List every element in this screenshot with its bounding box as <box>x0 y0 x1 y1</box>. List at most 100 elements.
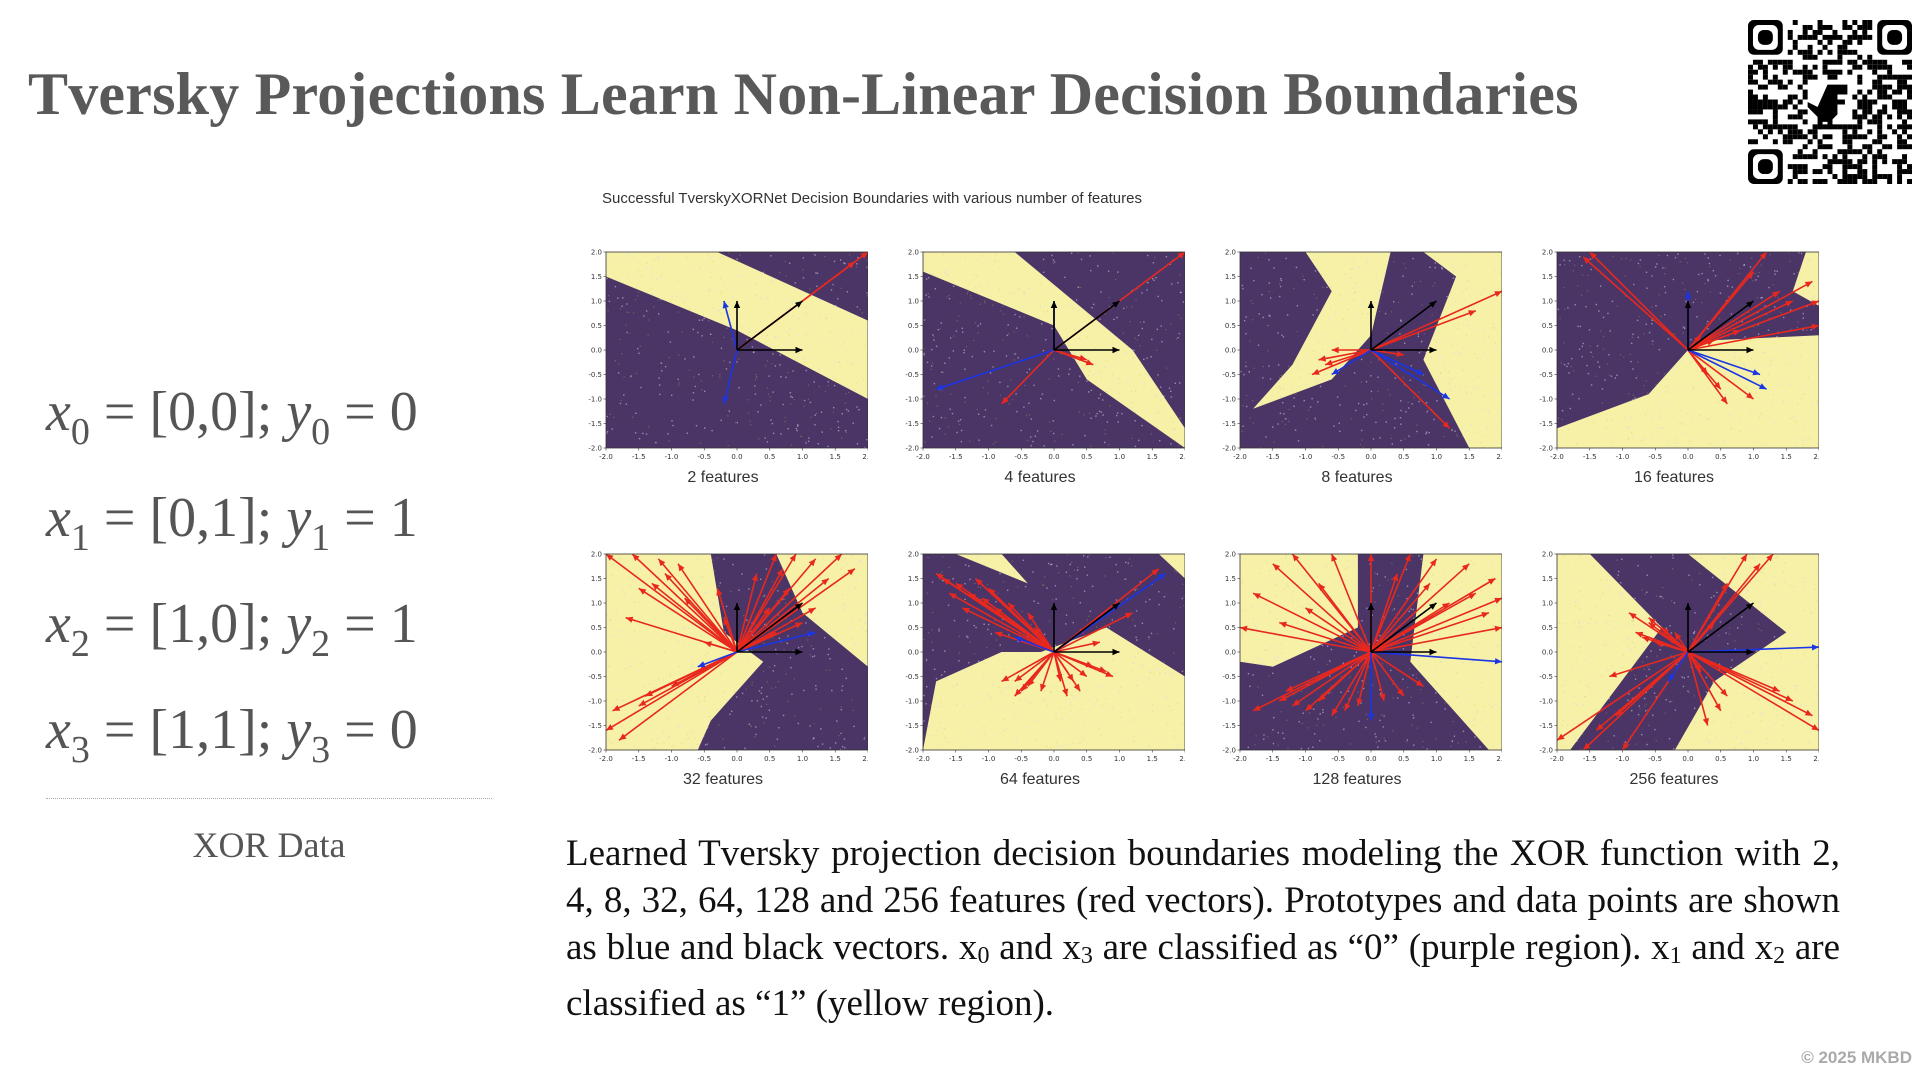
y-tick-label: 1.5 <box>908 273 919 281</box>
sample-points <box>1240 252 1502 448</box>
datapoint-vector <box>1687 602 1754 653</box>
feature-vector <box>1001 651 1055 683</box>
x-tick-label: -1.5 <box>1583 453 1597 461</box>
y-tick-label: 0.0 <box>1225 347 1236 355</box>
eq-y-value: 0 <box>389 381 418 443</box>
prototype-vector <box>1687 349 1761 376</box>
y-tick-label: 1.5 <box>1225 575 1236 583</box>
sample-points <box>923 554 1185 750</box>
x-tick-label: -1.0 <box>1616 453 1630 461</box>
prototype-vector <box>935 349 1055 390</box>
eq-x-value: [0,0] <box>149 381 257 443</box>
x-tick-label: -1.5 <box>632 453 646 461</box>
y-tick-label: 0.5 <box>591 624 602 632</box>
feature-vector <box>1687 339 1715 351</box>
y-tick-label: 1.5 <box>908 575 919 583</box>
y-tick-label: -2.0 <box>1222 747 1236 755</box>
eq-x-index: 3 <box>70 729 90 771</box>
y-tick-label: 1.5 <box>591 575 602 583</box>
y-tick-label: -1.0 <box>588 396 602 404</box>
x-tick-label: 1.0 <box>1431 755 1442 763</box>
eq-y-value: 1 <box>389 487 418 549</box>
feature-vector <box>1687 290 1781 351</box>
y-tick-label: -0.5 <box>905 371 919 379</box>
feature-vector <box>1557 651 1689 741</box>
x-tick-label: -0.5 <box>1014 755 1028 763</box>
feature-vector <box>1687 280 1813 351</box>
feature-vector <box>677 563 738 653</box>
y-tick-label: 2.0 <box>591 249 602 257</box>
caption-part: Learned Tversky projection decision boun… <box>566 833 1840 968</box>
feature-vector <box>736 607 816 653</box>
x-tick-label: 1.0 <box>797 453 808 461</box>
datapoint-vector <box>1688 648 1754 656</box>
qr-code[interactable] <box>1748 20 1912 184</box>
class1-region <box>923 252 1185 448</box>
x-tick-label: 0.0 <box>731 453 742 461</box>
y-tick-label: 0.0 <box>908 649 919 657</box>
datapoint-vector <box>1370 300 1437 351</box>
class1-region <box>1792 252 1819 306</box>
y-tick-label: -1.0 <box>905 396 919 404</box>
feature-vector <box>1370 290 1502 351</box>
feature-vector <box>736 554 778 653</box>
plot-panel: -2.0 -2.0 -1.5 -1.5 -1.0 -1.0 -0.5 -0.5 0.0 0.0 0.… <box>1212 248 1502 496</box>
y-tick-label: 0.5 <box>1542 322 1553 330</box>
y-tick-label: -1.5 <box>588 420 602 428</box>
x-tick-label: -1.5 <box>949 453 963 461</box>
x-tick-label: 0.0 <box>1682 453 1693 461</box>
plot-area <box>1557 554 1819 750</box>
y-tick-label: -0.5 <box>1539 371 1553 379</box>
eq-y-var: y <box>286 593 312 655</box>
plot-panel-chart: -2.0-2.0 -1.5 -1.5 -1.0 -1.0 -0.5 -0.5 0.0 0.0 0.… <box>905 249 1185 461</box>
y-tick-label: 1.0 <box>908 600 919 608</box>
feature-vector <box>1272 563 1372 653</box>
feature-vector <box>1356 651 1372 707</box>
prototype-vector <box>1687 644 1819 653</box>
feature-vector <box>1040 651 1055 692</box>
datapoint-vector <box>1687 300 1754 351</box>
divider <box>46 798 492 799</box>
plot-panel-chart: -2.0-2.0 -1.5 -1.5 -1.0 -1.0 -0.5 -0.5 0.0 0.0 0.… <box>1222 551 1502 763</box>
feature-vector <box>1667 636 1689 653</box>
feature-vector <box>1344 651 1372 712</box>
feature-vector <box>1370 651 1405 697</box>
datapoint-vector <box>1053 602 1120 653</box>
datapoint-vector <box>737 346 803 354</box>
x-tick-label: 0.0 <box>1365 755 1376 763</box>
x-tick-label: 0.5 <box>1398 755 1409 763</box>
x-tick-label: 0.5 <box>764 453 775 461</box>
feature-vector <box>1305 607 1372 653</box>
feature-vector <box>1370 563 1470 653</box>
feature-vector <box>1687 651 1702 673</box>
eq-y-var: y <box>286 381 312 443</box>
feature-vector <box>1370 349 1451 429</box>
eq-y-index: 0 <box>311 411 331 453</box>
feature-vector <box>1014 651 1055 683</box>
y-tick-label: 1.5 <box>1225 273 1236 281</box>
plot-area <box>606 554 868 750</box>
x-tick-label: 1.5 <box>1781 755 1792 763</box>
y-tick-label: -2.0 <box>588 445 602 453</box>
class1-region <box>923 627 1185 750</box>
sample-points <box>606 554 868 750</box>
feature-vector <box>638 587 738 653</box>
x-tick-label: -2.0 <box>1233 755 1247 763</box>
feature-vector <box>736 573 758 653</box>
caption-sub: 3 <box>1080 943 1093 969</box>
y-tick-label: 0.5 <box>1542 624 1553 632</box>
xor-equation-row: x0 = [0,0]; y0 = 0 <box>46 381 418 453</box>
feature-vector <box>1370 349 1404 357</box>
plot-panel-chart: -2.0-2.0 -1.5 -1.5 -1.0 -1.0 -0.5 -0.5 0.0 0.0 0.… <box>1539 551 1819 763</box>
y-tick-label: -0.5 <box>588 371 602 379</box>
x-tick-label: -2.0 <box>1550 755 1564 763</box>
y-tick-label: 1.0 <box>1542 600 1553 608</box>
figure-title: Successful TverskyXORNet Decision Bounda… <box>602 190 1142 207</box>
feature-vector <box>1687 651 1709 726</box>
datapoint-vector <box>1054 346 1120 354</box>
class1-region <box>776 554 868 667</box>
prototype-vector <box>1370 651 1502 665</box>
plot-area <box>923 252 1185 448</box>
x-tick-label: 1.5 <box>830 755 841 763</box>
feature-vector <box>1053 651 1081 692</box>
